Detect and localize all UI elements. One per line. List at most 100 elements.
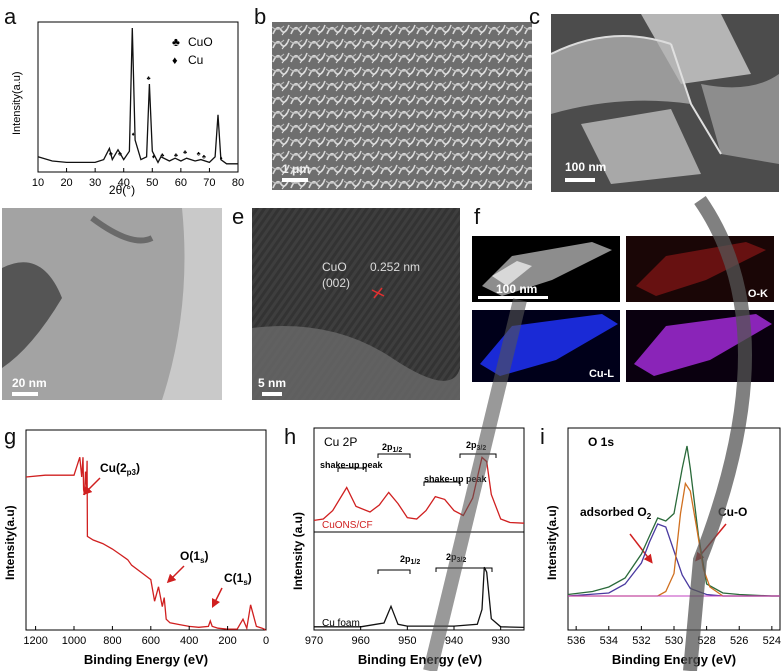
series-line-0 xyxy=(25,457,267,631)
panel-f: f 100 nm O-K Cu-L xyxy=(460,200,784,405)
x-axis-label: Binding Energy (eV) xyxy=(84,652,208,667)
peak-marker: ♣ xyxy=(197,152,201,158)
x-tick-label: 1000 xyxy=(62,635,86,647)
panel-label: c xyxy=(529,4,540,29)
panel-e: e CuO (002) 0.252 nm 5 nm xyxy=(228,200,468,405)
series-line-2 xyxy=(568,481,780,597)
peak-marker: ♦ xyxy=(132,132,135,138)
panel-label: a xyxy=(4,4,17,29)
hrtem-image: CuO (002) 0.252 nm 5 nm xyxy=(252,208,460,400)
c1s-annotation: C(1s) xyxy=(224,571,252,587)
o-k-map: O-K xyxy=(626,236,774,302)
panel-g: g Intensity(a.u) Binding Energy (eV) Cu(… xyxy=(0,420,270,671)
scale-bar-label: 100 nm xyxy=(496,282,538,296)
scale-bar-label: 1 μm xyxy=(282,162,311,176)
peak-marker: ♣ xyxy=(109,152,113,158)
c1s-arrow xyxy=(211,587,223,609)
x-tick-label: 200 xyxy=(218,635,236,647)
adsorbed-o2-annotation: adsorbed O2 xyxy=(580,505,652,521)
legend-label-cu: Cu xyxy=(188,53,203,67)
x-tick-label: 530 xyxy=(665,635,683,647)
scale-bar-label: 5 nm xyxy=(258,376,287,390)
x-tick-label: 970 xyxy=(305,635,323,647)
x-tick-label: 960 xyxy=(351,635,369,647)
x-tick-label: 800 xyxy=(103,635,121,647)
cu-o-arrow xyxy=(695,523,727,562)
peak-marker: ♣ xyxy=(174,153,178,159)
x-axis-label: 2θ(°) xyxy=(109,183,135,197)
scale-bar xyxy=(565,178,595,182)
2p32-label-bottom: 2p3/2 xyxy=(446,552,466,564)
x-tick-label: 1200 xyxy=(23,635,47,647)
x-tick-label: 50 xyxy=(146,177,158,189)
o-k-label: O-K xyxy=(747,288,768,300)
overlay-map xyxy=(626,310,774,382)
peak-marker: ♣ xyxy=(147,76,151,82)
cu2p-annotation: Cu(2p3) xyxy=(100,461,140,477)
peak-marker: ♦ xyxy=(220,156,223,162)
chart-title: O 1s xyxy=(588,435,614,449)
x-axis-label: Binding Energy (eV) xyxy=(612,652,736,667)
x-tick-label: 0 xyxy=(263,635,269,647)
scale-bar xyxy=(262,392,282,396)
cu-o-annotation: Cu-O xyxy=(718,505,747,519)
x-tick-label: 526 xyxy=(730,635,748,647)
nanosheet-closeup xyxy=(551,14,779,192)
y-axis-label: Intensity (a.u) xyxy=(291,512,305,590)
2p32-label-top: 2p3/2 xyxy=(466,440,486,452)
peak-marker: ♣ xyxy=(160,153,164,159)
y-axis-label: Intensity(a.u) xyxy=(545,505,559,580)
panel-b: b 1 μm xyxy=(250,0,540,200)
chart-title: Cu 2P xyxy=(324,435,357,449)
x-tick-label: 60 xyxy=(175,177,187,189)
scale-bar xyxy=(282,178,308,182)
y-axis-label: Intensity(a.u) xyxy=(11,71,23,135)
y-axis-label: Intensity(a.u) xyxy=(3,505,17,580)
scale-bar xyxy=(478,296,548,299)
x-tick-label: 536 xyxy=(567,635,585,647)
d-spacing-label: 0.252 nm xyxy=(370,260,421,274)
x-tick-label: 80 xyxy=(232,177,244,189)
sem-image-high-mag: 100 nm xyxy=(551,14,779,192)
tem-image: 20 nm xyxy=(2,208,222,400)
legend-symbol-cu: ♦ xyxy=(172,55,178,67)
x-tick-label: 940 xyxy=(445,635,463,647)
scale-bar-label: 20 nm xyxy=(12,376,47,390)
scale-bar xyxy=(12,392,38,396)
x-tick-label: 40 xyxy=(118,177,130,189)
x-tick-label: 10 xyxy=(32,177,44,189)
panel-label: f xyxy=(474,204,481,229)
adsorbed-o2-arrow xyxy=(629,533,653,564)
cu-l-label: Cu-L xyxy=(588,368,614,380)
series-line-1 xyxy=(567,523,780,597)
2p12-label-top: 2p1/2 xyxy=(382,442,402,454)
x-tick-label: 524 xyxy=(763,635,781,647)
panel-label: b xyxy=(254,4,267,29)
x-tick-label: 930 xyxy=(491,635,509,647)
peak-marker: ♣ xyxy=(183,150,187,156)
x-tick-label: 950 xyxy=(398,635,416,647)
2p12-label-bottom: 2p1/2 xyxy=(400,554,420,566)
cu-l-map: Cu-L xyxy=(472,310,620,382)
phase-label: CuO xyxy=(322,260,347,274)
x-tick-label: 600 xyxy=(142,635,160,647)
panel-label: e xyxy=(232,204,245,229)
series-line-0 xyxy=(37,27,238,165)
panel-label: h xyxy=(284,424,297,449)
tem-texture xyxy=(2,208,222,400)
cu2p-chart: Cu 2P Intensity (a.u) Binding Energy (eV… xyxy=(291,427,525,667)
sample-label-cuons: CuONS/CF xyxy=(322,520,373,531)
bracket xyxy=(377,453,411,458)
x-tick-label: 20 xyxy=(60,177,72,189)
x-tick-label: 70 xyxy=(203,177,215,189)
peak-marker: ♣ xyxy=(202,154,206,160)
o1s-chart: O 1s Intensity(a.u) Binding Energy (eV) … xyxy=(545,427,781,667)
haadf-image: 100 nm xyxy=(472,236,620,302)
x-tick-label: 534 xyxy=(600,635,618,647)
panel-i: i O 1s Intensity(a.u) Binding Energy (eV… xyxy=(532,420,784,671)
legend-label-cuo: CuO xyxy=(188,35,213,49)
shake-up-label-1: shake-up peak xyxy=(320,460,384,470)
panel-c: c 100 nm xyxy=(525,0,784,200)
lattice-fringes xyxy=(252,208,460,400)
xps-survey-chart: Intensity(a.u) Binding Energy (eV) Cu(2p… xyxy=(3,429,269,667)
